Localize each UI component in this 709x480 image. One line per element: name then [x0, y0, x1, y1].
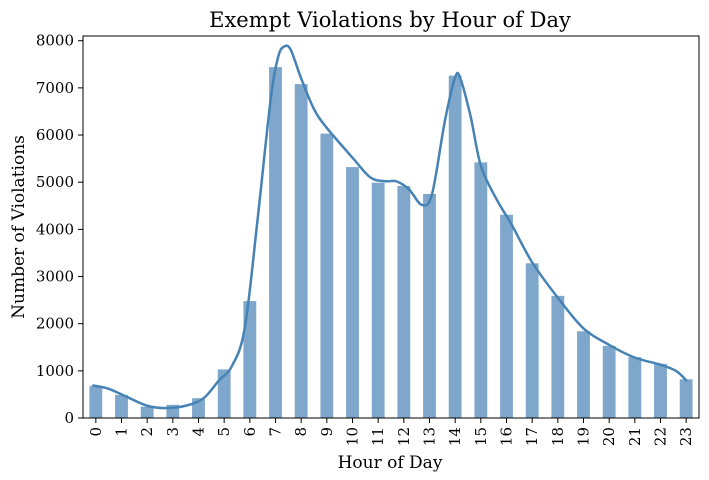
plot-frame [82, 35, 700, 419]
x-tick-label-1: 1 [113, 427, 131, 437]
x-tick-label-11: 11 [369, 427, 387, 446]
bar-hour-20 [602, 345, 616, 418]
x-tick-label-21: 21 [626, 427, 644, 446]
bars-layer [89, 67, 693, 419]
y-tick-label: 7000 [36, 79, 74, 97]
x-tick-label-14: 14 [446, 427, 464, 446]
bar-hour-0 [89, 385, 103, 418]
bar-hour-14 [448, 75, 462, 419]
bar-hour-22 [654, 363, 667, 418]
x-tick-label-16: 16 [498, 427, 516, 446]
density-curve [92, 44, 688, 410]
y-tick-label: 8000 [36, 32, 74, 50]
y-tick-label: 2000 [36, 315, 74, 333]
x-tick-label-13: 13 [421, 427, 439, 446]
bar-hour-1 [115, 394, 128, 418]
x-tick-label-9: 9 [318, 427, 336, 437]
x-tick-label-8: 8 [292, 427, 310, 437]
bar-hour-6 [243, 301, 257, 418]
bar-hour-12 [397, 185, 411, 418]
x-tick-label-20: 20 [600, 427, 618, 446]
x-tick-label-4: 4 [190, 427, 208, 437]
bar-hour-16 [500, 214, 513, 418]
x-tick-label-6: 6 [241, 427, 259, 437]
chart-title: Exempt Violations by Hour of Day [209, 8, 571, 32]
bar-hour-23 [679, 379, 693, 418]
bar-hour-10 [346, 167, 359, 418]
bar-hour-17 [525, 263, 539, 418]
bar-hour-8 [294, 84, 308, 418]
bar-hour-9 [320, 133, 334, 418]
y-axis-label: Number of Violations [9, 135, 29, 319]
x-tick-label-0: 0 [87, 427, 105, 437]
x-tick-label-22: 22 [652, 427, 670, 446]
x-tick-label-10: 10 [344, 427, 362, 446]
bar-hour-7 [269, 67, 282, 418]
y-tick-label: 5000 [36, 173, 74, 191]
bar-hour-18 [551, 295, 565, 418]
y-tick-label: 0 [64, 409, 74, 427]
x-ticks-layer: 0 1 2 3 4 5 6 7 8 9 10 11 12 13 14 15 16 17 18 19 20 21 22 23 [87, 418, 695, 446]
x-tick-label-7: 7 [267, 427, 285, 437]
bar-hour-21 [628, 357, 642, 418]
x-tick-label-5: 5 [215, 427, 233, 437]
y-tick-label: 1000 [36, 362, 74, 380]
x-tick-label-19: 19 [575, 427, 593, 446]
x-axis-label: Hour of Day [338, 453, 443, 473]
x-tick-label-18: 18 [549, 427, 567, 446]
y-ticks-layer: 0 1000 2000 3000 4000 5000 6000 7000 8000 [36, 32, 83, 427]
bar-hour-19 [577, 331, 590, 418]
bar-hour-13 [423, 193, 436, 418]
y-tick-label: 4000 [36, 220, 74, 238]
bar-hour-5 [217, 369, 231, 418]
bar-hour-15 [474, 162, 488, 418]
bar-hour-2 [140, 406, 154, 418]
bar-hour-11 [371, 182, 385, 418]
x-tick-label-23: 23 [677, 427, 695, 446]
x-tick-label-15: 15 [472, 427, 490, 446]
x-tick-label-3: 3 [164, 427, 182, 437]
y-tick-label: 3000 [36, 268, 74, 286]
x-tick-label-12: 12 [395, 427, 413, 446]
y-tick-label: 6000 [36, 126, 74, 144]
x-tick-label-2: 2 [138, 427, 156, 437]
density-line-layer [92, 44, 688, 410]
x-tick-label-17: 17 [523, 427, 541, 446]
